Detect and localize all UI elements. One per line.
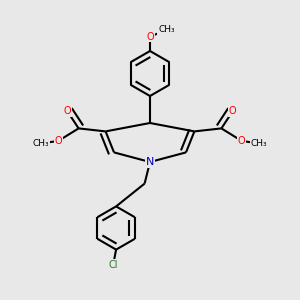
Text: N: N xyxy=(146,157,154,167)
Text: Cl: Cl xyxy=(108,260,118,270)
Text: CH₃: CH₃ xyxy=(251,139,268,148)
Text: O: O xyxy=(229,106,237,116)
Text: CH₃: CH₃ xyxy=(158,26,175,34)
Text: O: O xyxy=(54,136,62,146)
Text: O: O xyxy=(146,32,154,42)
Text: CH₃: CH₃ xyxy=(32,139,49,148)
Text: O: O xyxy=(63,106,71,116)
Text: O: O xyxy=(238,136,246,146)
